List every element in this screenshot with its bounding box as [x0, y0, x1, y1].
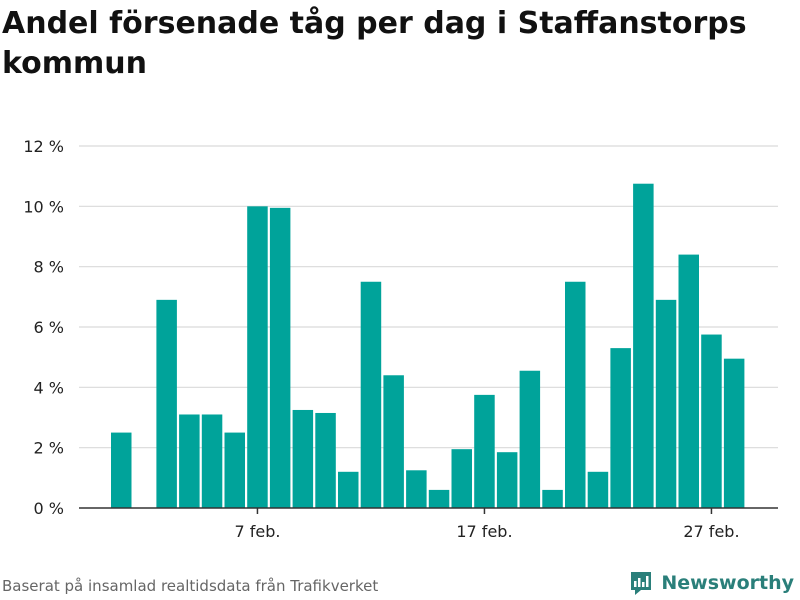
- y-axis-labels: 0 % 2 % 4 % 6 % 8 % 10 % 12 %: [23, 137, 64, 518]
- bar: [179, 414, 200, 508]
- y-tick-label: 4 %: [34, 378, 64, 397]
- bar: [519, 370, 541, 508]
- y-tick-label: 6 %: [34, 318, 64, 337]
- bar: [428, 489, 450, 508]
- bar: [338, 471, 359, 508]
- bar: [474, 394, 495, 508]
- bar: [111, 432, 132, 508]
- bar: [315, 412, 336, 508]
- bar: [565, 281, 586, 508]
- bar: [587, 471, 609, 508]
- bar: [633, 183, 654, 509]
- bar: [496, 452, 518, 508]
- bar: [542, 489, 563, 508]
- y-tick-label: 12 %: [23, 137, 64, 156]
- bar: [201, 414, 223, 508]
- bar: [383, 375, 404, 508]
- y-tick-label: 10 %: [23, 197, 64, 216]
- source-note: Baserat på insamlad realtidsdata från Tr…: [2, 577, 379, 595]
- bar: [610, 348, 631, 508]
- bar: [406, 470, 427, 508]
- y-tick-label: 8 %: [34, 258, 64, 277]
- bar: [292, 409, 314, 508]
- bar: [269, 207, 291, 508]
- x-tick-label: 17 feb.: [456, 522, 512, 541]
- bar: [360, 281, 382, 508]
- bar: [678, 254, 699, 508]
- x-tick-label: 7 feb.: [234, 522, 280, 541]
- chart-title: Andel försenade tåg per dag i Staffansto…: [2, 6, 747, 81]
- y-tick-label: 2 %: [34, 439, 64, 458]
- bar: [247, 206, 268, 509]
- bar: [224, 432, 245, 508]
- bar: [156, 299, 177, 508]
- x-tick-label: 27 feb.: [683, 522, 739, 541]
- bar: [723, 358, 745, 508]
- newsworthy-logo-icon: [631, 572, 652, 595]
- y-tick-label: 0 %: [34, 499, 64, 518]
- brand-name: Newsworthy: [661, 572, 794, 594]
- bar: [451, 449, 472, 508]
- bars: [111, 183, 745, 509]
- bar: [701, 334, 722, 508]
- brand-logo: Newsworthy: [629, 570, 794, 596]
- x-axis-labels: 7 feb. 17 feb. 27 feb.: [234, 508, 740, 541]
- bar: [655, 299, 677, 508]
